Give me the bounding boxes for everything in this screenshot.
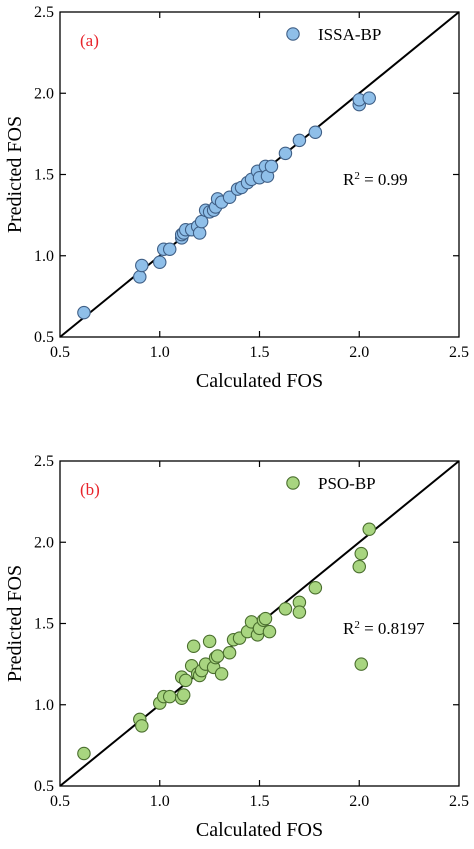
data-point [135, 258, 149, 273]
data-point [222, 190, 237, 205]
y-tick-label: 2.5 [34, 4, 54, 21]
x-tick-label: 2.5 [449, 793, 469, 810]
panel-label: (b) [80, 480, 100, 499]
panel-label: (a) [80, 31, 99, 50]
legend-label: PSO-BP [318, 474, 376, 493]
data-point [176, 688, 191, 702]
data-point [133, 270, 147, 284]
data-point [308, 125, 323, 140]
legend-label: ISSA-BP [318, 25, 381, 44]
data-point [222, 645, 237, 660]
x-tick-label: 2.0 [349, 793, 369, 810]
data-point [262, 624, 277, 639]
y-tick-label: 0.5 [34, 329, 54, 346]
x-tick-label: 0.5 [50, 344, 70, 361]
data-point [292, 605, 307, 619]
y-axis-title: Predicted FOS [4, 116, 26, 233]
r2-superscript: 2 [354, 619, 360, 631]
data-point [202, 634, 217, 649]
y-tick-label: 2.5 [34, 453, 54, 470]
y-tick-label: 1.5 [34, 616, 54, 633]
data-point [308, 580, 323, 595]
r2-symbol: R [343, 170, 355, 189]
y-tick-label: 2.0 [34, 534, 54, 551]
x-tick-label: 1.5 [250, 344, 270, 361]
data-point [162, 689, 177, 704]
x-tick-label: 2.5 [449, 344, 469, 361]
x-tick-label: 1.5 [250, 793, 270, 810]
data-point [153, 255, 167, 269]
data-point [362, 522, 376, 536]
data-point [354, 657, 368, 671]
r2-symbol: R [343, 619, 355, 638]
data-point [77, 305, 91, 320]
y-tick-label: 2.0 [34, 85, 54, 102]
chart-panel-a: 0.5 1.0 1.5 2.0 2.5 0.5 1.0 1.5 2.0 2.5 Calculated… [4, 4, 469, 392]
y-tick-label: 1.0 [34, 697, 54, 714]
data-point [178, 673, 193, 688]
x-axis-title: Calculated FOS [196, 370, 323, 392]
data-point [292, 133, 307, 148]
data-point [135, 719, 149, 733]
x-tick-label: 1.0 [150, 793, 170, 810]
r2-superscript: 2 [354, 170, 360, 182]
data-point [258, 611, 273, 626]
y-tick-label: 1.0 [34, 248, 54, 265]
r2-value: = 0.8197 [360, 619, 425, 638]
data-point [186, 639, 201, 653]
legend-marker [286, 27, 300, 41]
y-tick-label: 0.5 [34, 778, 54, 795]
data-point [192, 226, 207, 240]
x-tick-label: 0.5 [50, 793, 70, 810]
r2-annotation: R2 = 0.99 [343, 170, 408, 189]
x-tick-label: 1.0 [150, 344, 170, 361]
x-axis-title: Calculated FOS [196, 819, 323, 841]
data-point [352, 559, 366, 574]
data-point [278, 146, 293, 161]
data-point [77, 746, 91, 761]
r2-value: = 0.99 [360, 170, 408, 189]
data-point [162, 242, 177, 257]
y-axis-title: Predicted FOS [4, 565, 26, 682]
data-point [362, 91, 376, 105]
y-tick-label: 1.5 [34, 167, 54, 184]
legend-marker [286, 476, 300, 490]
data-point [210, 649, 225, 663]
data-point [264, 159, 279, 174]
x-tick-label: 2.0 [349, 344, 369, 361]
r2-annotation: R2 = 0.8197 [343, 619, 425, 638]
data-point [214, 667, 229, 681]
chart-panel-b: 0.5 1.0 1.5 2.0 2.5 0.5 1.0 1.5 2.0 2.5 Calculated… [4, 453, 469, 841]
data-point [354, 546, 368, 561]
data-point [278, 602, 293, 616]
